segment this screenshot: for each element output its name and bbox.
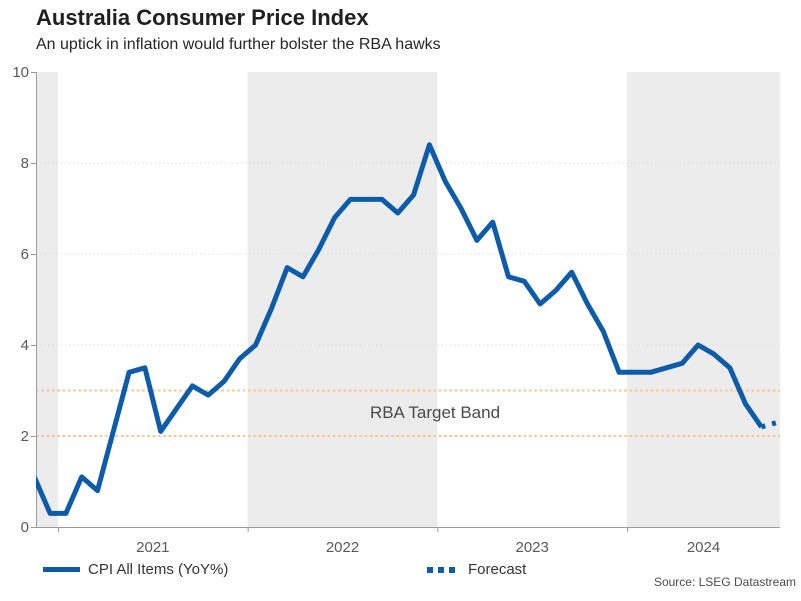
y-tick-label: 6 [21, 246, 29, 263]
y-tick-label: 4 [21, 337, 29, 354]
legend-label-forecast: Forecast [468, 560, 527, 578]
rba-target-band-annotation: RBA Target Band [369, 403, 501, 422]
y-tick-label: 0 [21, 519, 29, 536]
x-year-label: 2022 [326, 539, 359, 556]
legend-label-cpi: CPI All Items (YoY%) [88, 560, 229, 578]
legend-item-forecast: Forecast [427, 559, 526, 579]
year-shading-band [627, 72, 780, 527]
x-year-label: 2021 [136, 539, 169, 556]
forecast-line [760, 419, 778, 430]
forecast-dotted-swatch-icon [427, 560, 460, 578]
page-subtitle: An uptick in inflation would further bol… [36, 36, 441, 53]
cpi-line [36, 142, 764, 516]
x-year-label: 2024 [687, 539, 720, 556]
legend-item-cpi: CPI All Items (YoY%) [43, 559, 228, 579]
source-credit: Source: LSEG Datastream [653, 575, 796, 589]
y-tick-label: 8 [21, 155, 29, 172]
page-title: Australia Consumer Price Index [36, 5, 369, 30]
cpi-line-swatch-icon [43, 566, 80, 572]
x-year-label: 2023 [515, 539, 548, 556]
y-tick-label: 10 [12, 64, 29, 81]
y-tick-label: 2 [21, 428, 29, 445]
year-shading-band [247, 72, 438, 527]
year-shading-band [36, 72, 58, 527]
